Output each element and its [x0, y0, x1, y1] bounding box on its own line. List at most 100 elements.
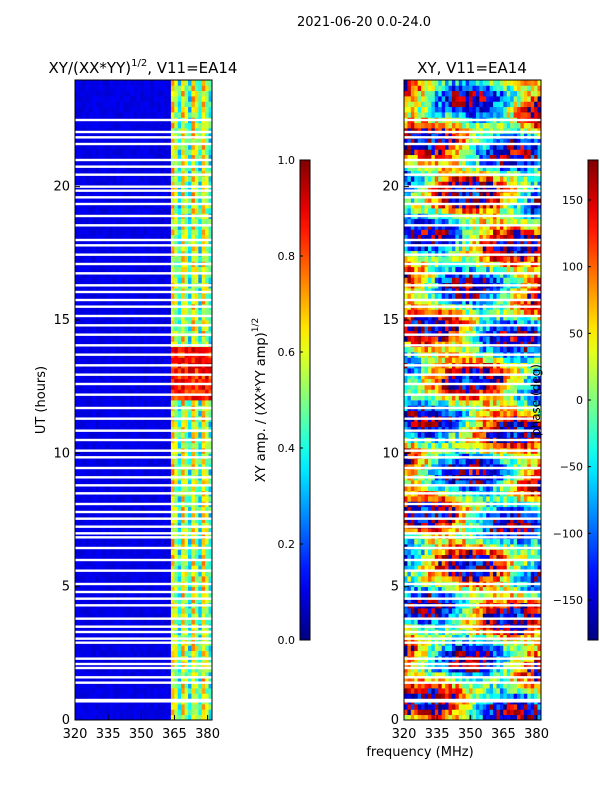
heatmap-cell — [184, 565, 189, 572]
heatmap-cell — [81, 650, 86, 657]
heatmap-cell — [88, 165, 93, 172]
heatmap-cell — [112, 432, 117, 438]
heatmap-cell — [188, 314, 192, 321]
heatmap-cell — [201, 496, 206, 502]
heatmap-cell — [164, 485, 168, 492]
heatmap-cell — [143, 96, 148, 102]
heatmap-cell — [174, 266, 179, 273]
heatmap-cell — [205, 442, 209, 449]
heatmap-cell — [98, 192, 103, 198]
heatmap-cell — [205, 314, 209, 321]
flagged-row — [75, 314, 212, 318]
heatmap-cell — [170, 181, 175, 188]
heatmap-cell — [81, 517, 86, 524]
heatmap-cell — [150, 122, 155, 129]
heatmap-cell — [188, 165, 192, 172]
heatmap-cell — [105, 154, 110, 161]
heatmap-cell — [92, 325, 96, 332]
heatmap-cell — [98, 218, 103, 225]
heatmap-cell — [136, 714, 141, 721]
heatmap-cell — [499, 709, 504, 716]
heatmap-cell — [177, 90, 182, 97]
heatmap-cell — [198, 229, 203, 236]
heatmap-cell — [475, 709, 480, 716]
heatmap-cell — [136, 224, 141, 230]
heatmap-cell — [98, 613, 103, 620]
heatmap-cell — [208, 325, 213, 332]
heatmap-cell — [136, 672, 141, 678]
heatmap-cell — [198, 384, 203, 390]
heatmap-cell — [160, 458, 165, 465]
heatmap-cell — [205, 394, 209, 401]
heatmap-cell — [157, 570, 162, 577]
heatmap-cell — [198, 378, 203, 385]
heatmap-cell — [98, 458, 103, 465]
heatmap-cell — [153, 613, 158, 620]
heatmap-cell — [116, 138, 120, 145]
heatmap-cell — [85, 613, 90, 620]
heatmap-cell — [167, 432, 172, 438]
heatmap-cell — [194, 224, 199, 230]
heatmap-cell — [85, 208, 90, 214]
heatmap-cell — [85, 240, 90, 246]
heatmap-cell — [133, 613, 138, 620]
heatmap-cell — [534, 714, 538, 721]
heatmap-cell — [119, 714, 124, 721]
heatmap-cell — [116, 224, 120, 230]
heatmap-cell — [122, 517, 127, 524]
heatmap-cell — [153, 234, 158, 241]
x-tick-label: 350 — [129, 727, 154, 742]
heatmap-cell — [136, 181, 141, 188]
heatmap-cell — [153, 272, 158, 278]
heatmap-cell — [102, 432, 107, 438]
heatmap-cell — [98, 298, 103, 305]
heatmap-cell — [119, 314, 124, 321]
heatmap-cell — [164, 432, 168, 438]
heatmap-cell — [191, 202, 196, 209]
heatmap-cell — [160, 554, 165, 561]
heatmap-cell — [174, 245, 179, 252]
heatmap-cell — [208, 384, 213, 390]
heatmap-cell — [177, 272, 182, 278]
heatmap-cell — [129, 677, 134, 684]
heatmap-cell — [88, 421, 93, 428]
heatmap-cell — [85, 293, 90, 300]
heatmap-cell — [95, 709, 100, 716]
heatmap-cell — [167, 586, 172, 593]
flagged-row — [75, 406, 212, 410]
heatmap-cell — [95, 176, 100, 182]
heatmap-cell — [167, 485, 172, 492]
heatmap-cell — [95, 400, 100, 406]
heatmap-cell — [126, 560, 131, 566]
heatmap-cell — [136, 693, 141, 700]
heatmap-cell — [164, 672, 168, 678]
flagged-row — [75, 484, 212, 487]
heatmap-cell — [150, 480, 155, 486]
heatmap-cell — [81, 357, 86, 364]
heatmap-cell — [188, 176, 192, 182]
heatmap-cell — [75, 218, 79, 225]
heatmap-cell — [421, 714, 425, 721]
heatmap-cell — [105, 592, 110, 598]
heatmap-cell — [143, 176, 148, 182]
heatmap-cell — [208, 336, 213, 342]
heatmap-cell — [95, 160, 100, 166]
flagged-row — [75, 676, 212, 679]
heatmap-cell — [150, 496, 155, 502]
heatmap-cell — [98, 208, 103, 214]
heatmap-cell — [164, 560, 168, 566]
heatmap-cell — [133, 400, 138, 406]
heatmap-cell — [205, 528, 209, 534]
heatmap-cell — [164, 208, 168, 214]
heatmap-cell — [153, 512, 158, 518]
heatmap-cell — [140, 528, 144, 534]
heatmap-cell — [81, 421, 86, 428]
heatmap-cell — [174, 234, 179, 241]
heatmap-cell — [198, 272, 203, 278]
heatmap-cell — [201, 576, 206, 582]
heatmap-cell — [112, 96, 117, 102]
heatmap-cell — [112, 613, 117, 620]
heatmap-cell — [143, 197, 148, 204]
heatmap-cell — [105, 336, 110, 342]
heatmap-cell — [92, 672, 96, 678]
